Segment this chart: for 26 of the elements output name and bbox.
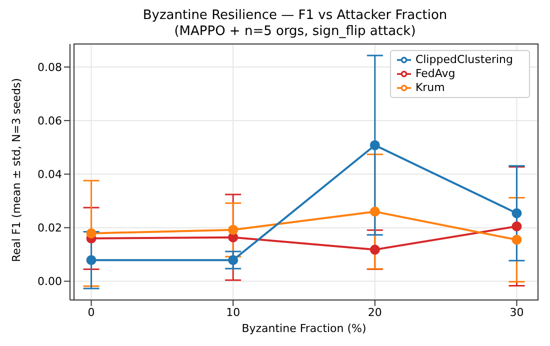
x-axis-title: Byzantine Fraction (%) [242,322,366,335]
chart-subtitle: (MAPPO + n=5 orgs, sign_flip attack) [173,24,417,40]
x-tick-label: 30 [510,306,524,319]
point [370,140,380,150]
point [86,228,96,238]
y-tick-label: 0.02 [38,222,62,235]
y-tick-label: 0.08 [38,60,62,74]
point [370,206,380,217]
point [512,234,522,245]
y-tick-label: 0.00 [38,275,62,288]
y-tick-label: 0.06 [38,114,62,128]
x-tick-label: 0 [88,306,95,319]
point [228,224,238,235]
y-tick-label: 0.04 [38,168,62,182]
point [228,255,238,266]
legend-label: Krum [415,81,445,94]
x-tick-label: 20 [368,306,382,319]
point [512,221,522,232]
legend-label: ClippedClustering [415,53,513,66]
legend-label: FedAvg [415,67,456,80]
y-axis-title: Real F1 (mean ± std, N=3 seeds) [10,78,23,262]
x-tick-label: 10 [226,306,240,319]
point [86,255,96,266]
point [512,208,522,218]
point [370,244,380,255]
chart-title: Byzantine Resilience — F1 vs Attacker Fraction [142,8,448,24]
